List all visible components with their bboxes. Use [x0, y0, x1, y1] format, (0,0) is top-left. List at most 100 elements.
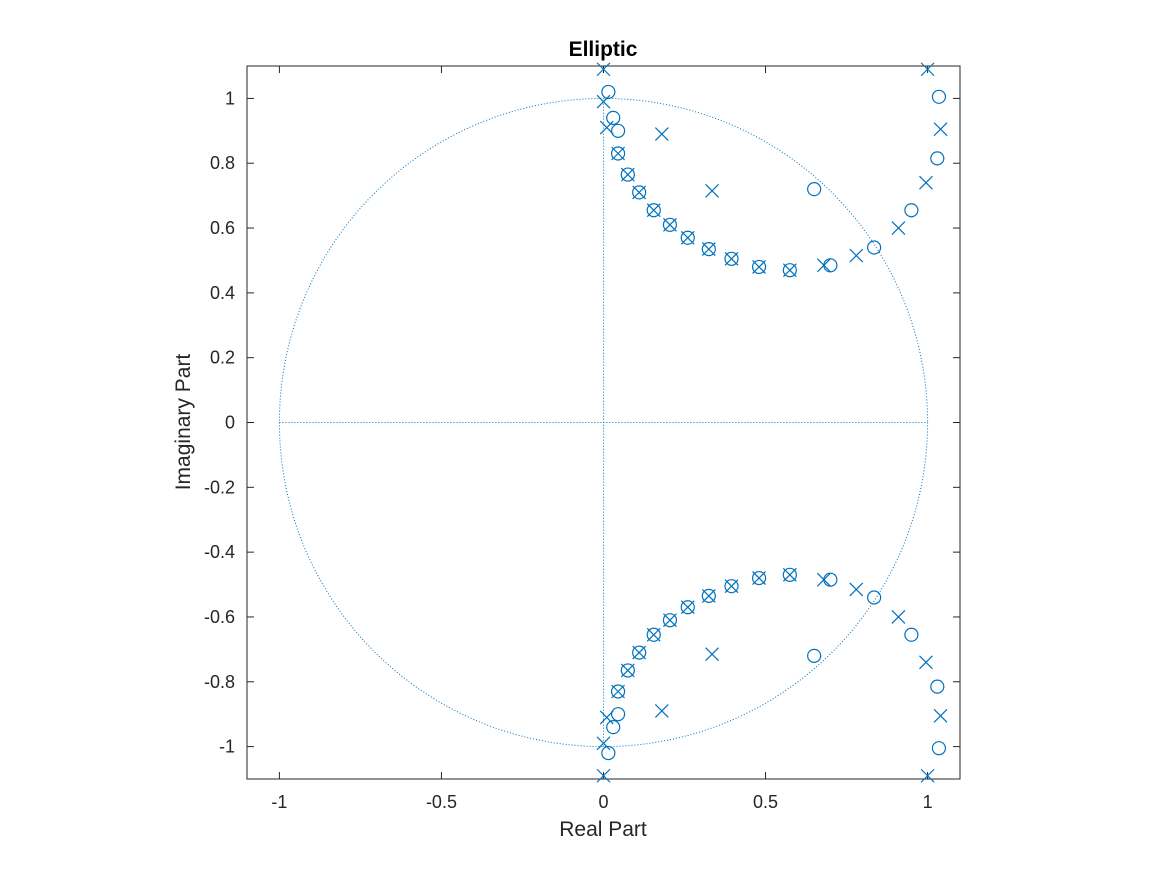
pole-marker [654, 127, 669, 141]
pole-marker [701, 588, 716, 603]
zero-marker [632, 645, 647, 660]
zero-marker [931, 741, 947, 756]
zero-marker [632, 185, 647, 200]
y-tick-label: -0.6 [204, 607, 235, 627]
zero-marker [724, 579, 739, 594]
zero-marker [601, 84, 616, 100]
zero-marker [646, 627, 661, 642]
zero-marker [930, 679, 945, 694]
zero-marker [610, 123, 626, 138]
y-tick-label: 0.2 [210, 348, 235, 368]
pole-marker [724, 579, 739, 594]
pole-marker [646, 627, 661, 642]
x-tick-label: -1 [271, 792, 287, 812]
y-tick-label: 0.8 [210, 153, 235, 173]
pole-marker [849, 582, 864, 597]
pole-marker [752, 571, 766, 585]
zero-marker [931, 89, 947, 104]
y-tick-label: -0.2 [204, 477, 235, 497]
pole-marker [620, 167, 635, 182]
pole-marker [701, 242, 716, 257]
y-tick-label: 0.4 [210, 283, 235, 303]
pole-marker [782, 567, 797, 582]
pole-marker [599, 120, 614, 135]
zero-marker [680, 600, 695, 615]
y-tick-label: 0 [225, 413, 235, 433]
y-tick-label: 1 [225, 88, 235, 108]
zero-marker [680, 230, 695, 245]
zero-marker [751, 570, 767, 586]
pole-marker [620, 663, 635, 678]
pole-marker [596, 94, 611, 109]
x-tick-label: -0.5 [426, 792, 457, 812]
zero-marker [807, 182, 822, 197]
pole-marker [782, 263, 797, 278]
zero-marker [904, 627, 919, 642]
y-tick-label: 0.6 [210, 218, 235, 238]
pole-marker [920, 62, 935, 77]
pole-marker [752, 260, 766, 274]
zero-marker [867, 240, 882, 255]
x-tick-label: 1 [923, 792, 933, 812]
zero-marker [601, 745, 616, 761]
pole-marker [724, 251, 739, 266]
zero-marker [751, 259, 767, 275]
pole-marker [611, 684, 626, 699]
zero-marker [724, 251, 739, 266]
pole-marker [596, 768, 611, 783]
pole-marker [663, 217, 677, 232]
zero-marker [807, 648, 822, 663]
y-tick-label: -0.4 [204, 542, 235, 562]
y-tick-label: -0.8 [204, 672, 235, 692]
zero-marker [606, 720, 621, 735]
pole-marker [920, 768, 935, 783]
zero-marker [646, 203, 661, 218]
zero-marker [930, 151, 945, 166]
zero-marker [606, 110, 621, 125]
zero-marker [701, 588, 716, 603]
zero-marker [662, 217, 678, 232]
pole-marker [663, 613, 677, 628]
zero-marker [610, 684, 626, 699]
pole-marker [891, 221, 906, 235]
pole-marker [919, 175, 933, 190]
x-axis-label: Real Part [559, 818, 647, 841]
pole-marker [705, 647, 719, 662]
pole-marker [919, 655, 933, 670]
zero-marker [782, 263, 797, 278]
pole-marker [933, 708, 948, 723]
pole-marker [849, 248, 864, 263]
pole-marker [596, 62, 611, 77]
pole-marker [933, 122, 948, 137]
pole-marker [816, 572, 831, 587]
pole-marker [632, 645, 647, 660]
pole-marker [654, 704, 669, 718]
pole-marker [599, 710, 614, 725]
zero-marker [701, 242, 716, 257]
zero-marker [610, 146, 626, 161]
y-axis-label: Imaginary Part [172, 354, 195, 491]
pole-marker [646, 203, 661, 218]
pole-marker [680, 230, 695, 245]
pole-marker [891, 610, 906, 624]
zero-marker [904, 203, 919, 218]
zero-marker [867, 590, 882, 605]
chart-title: Elliptic [569, 38, 638, 61]
pole-marker [705, 183, 719, 198]
zero-marker [620, 167, 635, 182]
pole-marker [632, 185, 647, 200]
zero-marker [610, 707, 626, 722]
x-tick-label: 0.5 [753, 792, 778, 812]
plot-area: -1 -0.5 0 0.5 1 1 0.8 0.6 0.4 0.2 0 -0.2 -0.4 -0.6 -0.… [204, 62, 961, 812]
pole-marker [596, 736, 611, 751]
pole-marker [816, 258, 831, 273]
zero-marker [662, 613, 678, 628]
zero-marker [620, 663, 635, 678]
x-tick-label: 0 [598, 792, 608, 812]
zero-marker [782, 567, 797, 582]
y-tick-label: -1 [219, 737, 235, 757]
pole-marker [680, 600, 695, 615]
pole-marker [611, 146, 626, 161]
